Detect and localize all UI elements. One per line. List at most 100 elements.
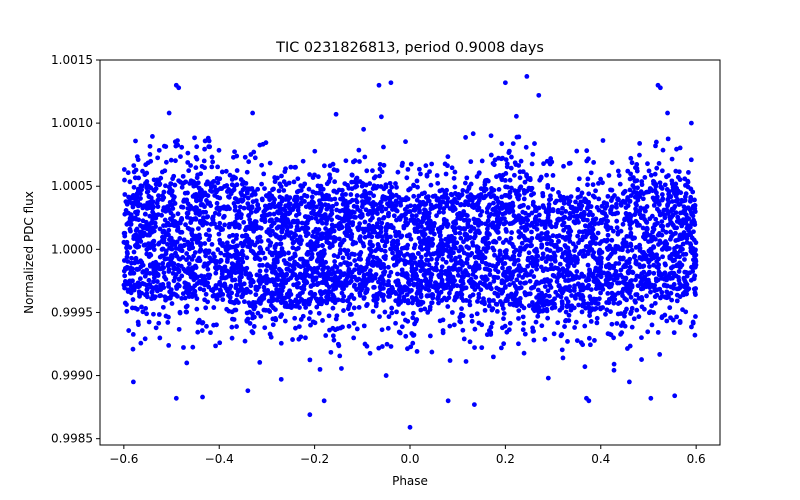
data-point [496,219,502,225]
data-point [192,135,197,141]
data-point [351,305,357,311]
data-point [692,209,698,215]
data-point [624,306,629,312]
data-point [219,274,225,280]
data-point [161,253,166,259]
data-point [294,201,300,207]
data-point [227,253,233,259]
data-point [585,224,591,230]
data-point [259,181,264,187]
data-point [625,248,631,254]
data-point [199,328,205,333]
data-point [590,212,595,218]
data-point [529,269,535,274]
data-point [468,192,474,198]
data-point [155,272,161,277]
data-point [385,221,390,227]
data-point [202,146,207,152]
data-point [587,313,592,318]
data-point [677,320,683,326]
data-point [659,192,665,197]
data-point [430,236,435,242]
data-point [347,312,353,317]
data-point [475,203,480,209]
data-point [651,285,657,291]
data-point [579,203,585,209]
data-point [516,273,522,278]
data-point [586,247,592,253]
data-point [185,160,191,165]
data-point [400,311,406,316]
data-point [138,196,143,201]
data-point [215,164,221,170]
data-point [512,257,517,263]
data-point [664,187,670,192]
data-point [332,196,338,202]
data-point [598,305,603,311]
data-point [605,193,611,199]
data-point [275,209,281,215]
data-point [224,259,230,264]
data-point [664,318,670,324]
data-point [476,295,482,301]
data-point [232,307,238,313]
data-point [409,265,415,271]
data-point [494,302,500,307]
data-point [585,262,591,268]
data-point [166,343,172,348]
data-point [416,166,422,172]
data-point [283,261,289,266]
data-point [381,297,386,303]
data-point [352,258,358,263]
data-point [555,320,561,326]
data-point [649,303,655,309]
data-point [383,231,389,237]
data-point [368,217,373,223]
data-point [139,304,144,310]
data-point [206,260,211,266]
data-point [194,144,200,150]
data-point [291,282,297,288]
data-point [209,164,215,170]
data-point [181,345,186,350]
data-point [222,264,228,270]
data-point [407,209,413,214]
data-point [175,262,181,268]
data-point [230,277,235,283]
data-point [633,260,639,266]
data-point [370,168,375,174]
data-point [550,233,556,239]
data-point [548,262,554,268]
data-point [411,282,417,288]
data-point [563,309,569,315]
data-point [193,216,199,222]
data-point [368,268,373,274]
data-point [291,239,297,245]
data-point [262,255,268,261]
data-point [311,200,316,206]
data-point [559,347,565,353]
data-point [135,306,140,312]
data-point [347,199,353,205]
data-point [209,180,215,186]
data-point [386,273,392,279]
data-point [603,311,608,317]
data-point [299,195,304,201]
data-point [538,264,544,270]
data-point [203,291,209,297]
data-point [526,303,532,309]
data-point [390,243,396,249]
data-point [538,174,544,180]
data-point [320,318,325,323]
data-point [405,196,411,202]
data-point [305,225,311,231]
data-point [405,204,411,210]
data-point [268,334,274,340]
data-point [260,278,265,284]
data-point [576,302,582,308]
data-point [170,254,175,260]
data-point [362,226,368,232]
data-point [151,187,157,193]
data-point [317,366,323,372]
data-point [683,251,689,257]
